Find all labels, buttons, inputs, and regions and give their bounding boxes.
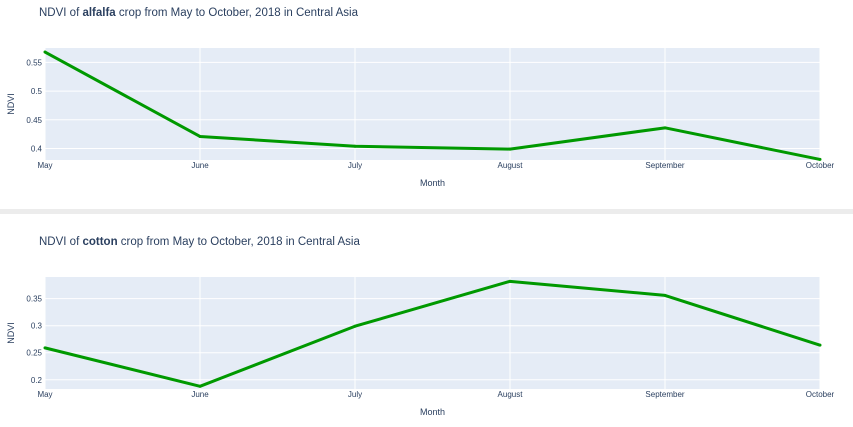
- x-tick-label: September: [645, 161, 684, 170]
- x-tick-label: July: [348, 161, 362, 170]
- chart-title: NDVI of cotton crop from May to October,…: [39, 236, 360, 248]
- data-point: [818, 157, 822, 161]
- data-point: [508, 279, 512, 283]
- cotton-line-chart: 0.2 0.25 0.3 0.35 May June July August September…: [6, 277, 835, 417]
- data-point: [43, 50, 47, 54]
- x-tick-label: August: [498, 390, 524, 399]
- data-point: [508, 147, 512, 151]
- data-point: [353, 144, 357, 148]
- x-tick-label: June: [191, 390, 209, 399]
- x-axis-title: Month: [420, 178, 445, 188]
- x-tick-label: September: [645, 390, 684, 399]
- y-tick-label: 0.4: [31, 145, 43, 154]
- chart-title-suffix: crop from May to October, 2018 in Centra…: [115, 7, 358, 19]
- y-tick-label: 0.5: [31, 87, 43, 96]
- y-tick-label: 0.25: [26, 349, 42, 358]
- data-point: [353, 324, 357, 328]
- alfalfa-chart-panel: NDVI of alfalfa crop from May to October…: [0, 0, 853, 209]
- data-point: [198, 134, 202, 138]
- plot-area: [45, 277, 820, 389]
- plot-area: [45, 48, 820, 160]
- x-tick-label: July: [348, 390, 362, 399]
- chart-title-crop: cotton: [82, 236, 118, 248]
- y-axis-title: NDVI: [6, 93, 16, 115]
- alfalfa-line-chart: 0.4 0.45 0.5 0.55 May June July August September…: [6, 48, 835, 188]
- chart-title: NDVI of alfalfa crop from May to October…: [39, 7, 358, 19]
- y-tick-label: 0.3: [31, 322, 43, 331]
- y-tick-label: 0.35: [26, 295, 42, 304]
- x-axis-title: Month: [420, 407, 445, 417]
- x-tick-label: May: [37, 161, 52, 170]
- x-tick-label: May: [37, 390, 52, 399]
- y-tick-label: 0.45: [26, 116, 42, 125]
- ndvi-series-line: [44, 279, 821, 388]
- data-point: [818, 343, 822, 347]
- panel-divider: [0, 209, 853, 214]
- y-tick-label: 0.55: [26, 58, 42, 67]
- chart-title-crop: alfalfa: [82, 7, 116, 19]
- data-point: [198, 384, 202, 388]
- cotton-chart-panel: NDVI of cotton crop from May to October,…: [0, 229, 853, 427]
- chart-title-prefix: NDVI of: [39, 7, 83, 19]
- y-axis-title: NDVI: [6, 322, 16, 344]
- y-tick-label: 0.2: [31, 376, 43, 385]
- data-point: [663, 126, 667, 130]
- chart-title-prefix: NDVI of: [39, 236, 83, 248]
- x-tick-label: October: [806, 390, 835, 399]
- x-tick-label: August: [498, 161, 524, 170]
- ndvi-series-line: [44, 50, 821, 161]
- data-point: [663, 293, 667, 297]
- x-tick-label: June: [191, 161, 209, 170]
- x-tick-label: October: [806, 161, 835, 170]
- chart-title-suffix: crop from May to October, 2018 in Centra…: [117, 236, 360, 248]
- data-point: [43, 346, 47, 350]
